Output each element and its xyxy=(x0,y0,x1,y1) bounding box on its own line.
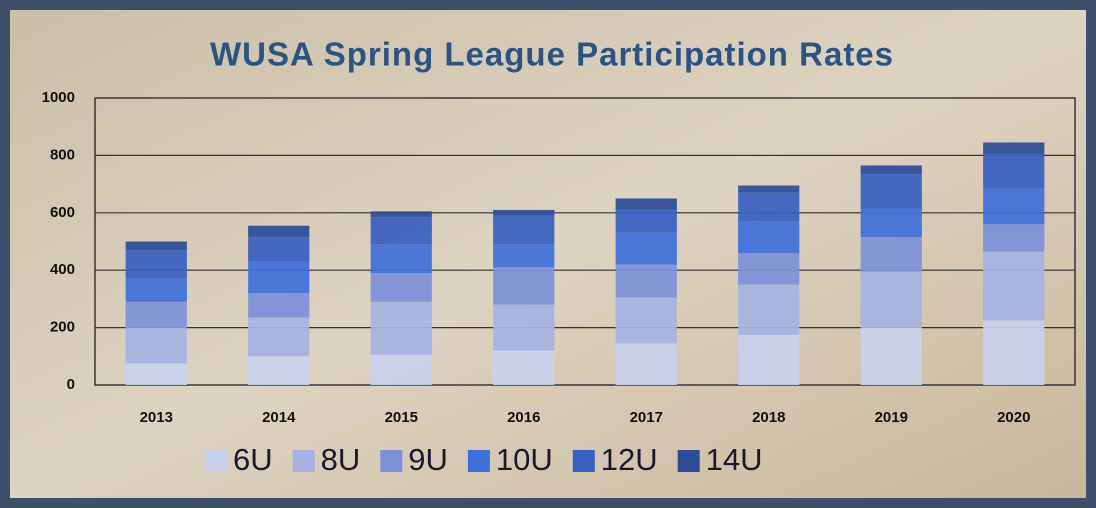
bar-segment xyxy=(125,241,187,251)
bar-segment xyxy=(248,225,310,238)
bar-segment xyxy=(125,327,187,364)
x-tick-label: 2013 xyxy=(140,409,173,426)
bar-segment xyxy=(860,327,922,385)
bar-segment xyxy=(248,293,310,318)
y-tick-label: 800 xyxy=(50,146,75,163)
y-tick-label: 400 xyxy=(50,261,75,278)
bar-segment xyxy=(125,278,187,302)
bar-segment xyxy=(493,215,555,245)
legend-label: 6U xyxy=(233,442,273,477)
legend-swatch xyxy=(292,450,315,472)
bar-segment xyxy=(370,244,432,274)
x-tick-label: 2018 xyxy=(752,409,785,426)
legend-swatch xyxy=(677,450,700,472)
bar-segment xyxy=(615,297,677,344)
bar-segment xyxy=(248,317,310,357)
bar-segment xyxy=(615,198,677,210)
bar-segment xyxy=(738,252,800,285)
bar-segment xyxy=(983,153,1045,189)
bar-segment xyxy=(248,261,310,294)
bar-segment xyxy=(615,343,677,385)
bar-segment xyxy=(248,237,310,262)
y-tick-label: 1000 xyxy=(42,89,75,106)
legend-label: 14U xyxy=(706,442,763,477)
bar-segment xyxy=(125,301,187,328)
bar-segment xyxy=(493,304,555,351)
legend-label: 8U xyxy=(321,442,361,477)
x-tick-label: 2014 xyxy=(262,409,296,426)
bar-segment xyxy=(370,217,432,245)
bar-segment xyxy=(983,188,1045,225)
y-tick-label: 0 xyxy=(67,376,75,393)
bar-segment xyxy=(125,250,187,279)
bar-segment xyxy=(860,208,922,238)
legend-label: 10U xyxy=(496,442,553,477)
x-tick-label: 2019 xyxy=(875,409,908,426)
legend-swatch xyxy=(205,450,227,472)
y-tick-label: 600 xyxy=(50,204,75,221)
bar-segment xyxy=(860,271,922,328)
bar-segment xyxy=(738,284,800,335)
bar-segment xyxy=(493,244,555,268)
bar-segment xyxy=(615,232,677,265)
x-tick-label: 2020 xyxy=(997,409,1030,426)
bar-segment xyxy=(738,192,800,222)
legend-label: 12U xyxy=(601,442,658,477)
bar-segment xyxy=(860,174,922,209)
chart-title: WUSA Spring League Participation Rates xyxy=(210,36,894,73)
legend-label: 9U xyxy=(408,442,448,477)
y-tick-label: 200 xyxy=(50,319,75,336)
legend-swatch xyxy=(572,450,595,472)
bar-segment xyxy=(493,267,555,305)
bar-segment xyxy=(738,185,800,193)
bar-segment xyxy=(860,165,922,175)
bar-segment xyxy=(370,354,432,385)
legend-swatch xyxy=(467,450,490,472)
bar-segment xyxy=(983,224,1045,252)
x-tick-label: 2016 xyxy=(507,409,540,426)
legend-swatch xyxy=(380,450,403,472)
bar-segment xyxy=(738,221,800,253)
bar-segment xyxy=(370,211,432,218)
bar-segment xyxy=(860,237,922,272)
bar-segment xyxy=(983,251,1045,321)
bar-segment xyxy=(493,350,555,385)
bar-segment xyxy=(983,320,1045,385)
bar-segment xyxy=(983,142,1045,154)
bar-segment xyxy=(248,356,310,385)
bar-segment xyxy=(615,209,677,233)
bar-segment xyxy=(125,363,187,385)
bar-segment xyxy=(493,209,555,216)
bar-segment xyxy=(370,273,432,302)
x-tick-label: 2017 xyxy=(630,409,663,426)
bar-segment xyxy=(615,264,677,298)
bar-segment xyxy=(738,334,800,385)
bar-segment xyxy=(370,301,432,355)
x-tick-label: 2015 xyxy=(385,409,418,426)
